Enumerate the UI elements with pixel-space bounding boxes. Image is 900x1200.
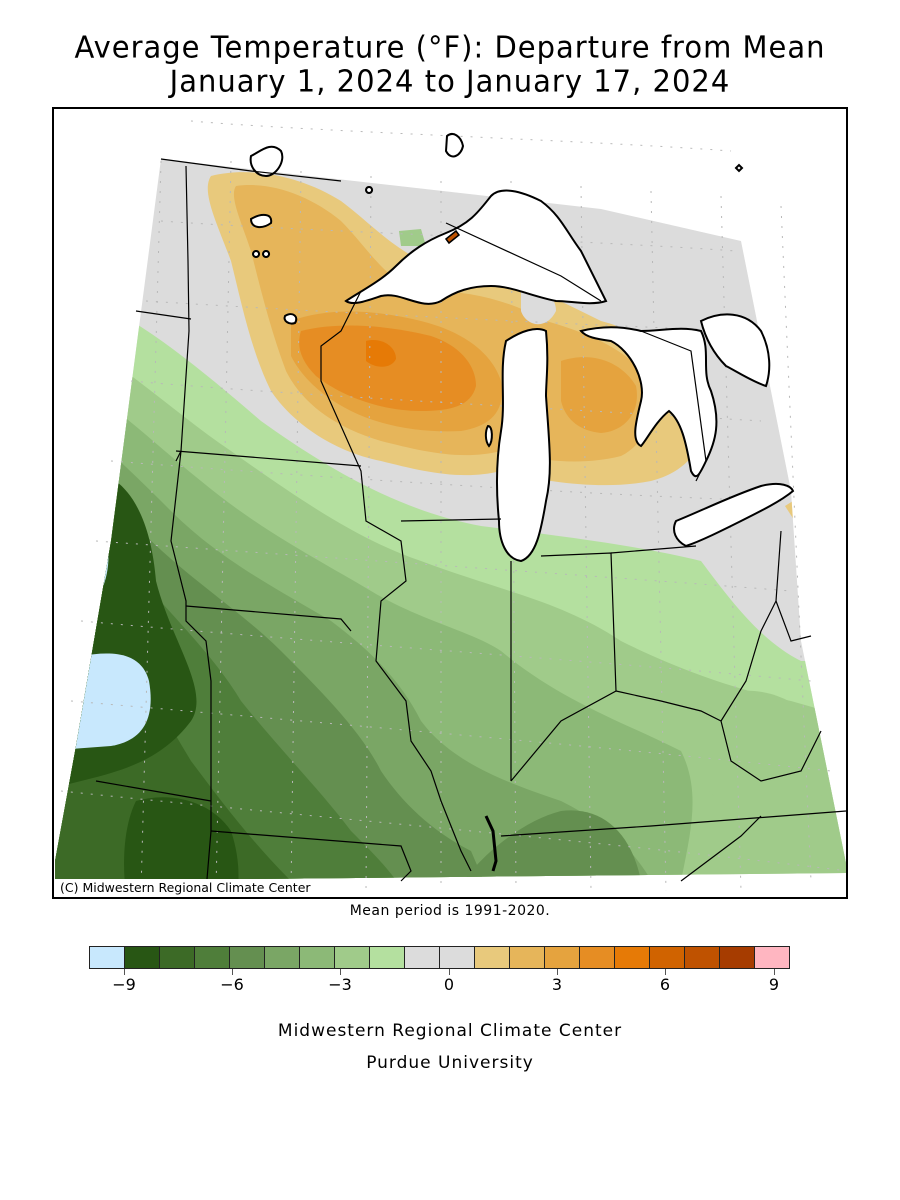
- colorbar-box: [334, 946, 370, 969]
- map-title: Average Temperature (°F): Departure from…: [74, 29, 826, 65]
- lake-superior: [344, 189, 608, 305]
- state-borders: [95, 158, 846, 892]
- copyright-label: (C) Midwestern Regional Climate Center: [54, 879, 315, 897]
- great-lakes: [249, 133, 795, 563]
- colorbar-box: [544, 946, 580, 969]
- colorbar-box: [369, 946, 405, 969]
- lake-michigan: [495, 328, 551, 563]
- colorbar-box: [649, 946, 685, 969]
- colorbar-tick-label: −3: [328, 975, 352, 994]
- colorbar-tick: [557, 969, 558, 975]
- colorbar-tick-label: 9: [768, 975, 780, 994]
- colorbar-tick-label: 0: [443, 975, 455, 994]
- colorbar-box: [89, 946, 125, 969]
- footer-university: Purdue University: [366, 1053, 534, 1073]
- lake-huron: [579, 326, 718, 478]
- colorbar-box: [439, 946, 475, 969]
- lake-erie: [673, 482, 795, 548]
- footer-organization: Midwestern Regional Climate Center: [277, 1021, 623, 1041]
- colorbar-box: [684, 946, 720, 969]
- colorbar-box: [299, 946, 335, 969]
- colorbar-box: [264, 946, 300, 969]
- colorbar-tick-label: 6: [659, 975, 671, 994]
- colorbar-box: [124, 946, 160, 969]
- colorbar-box: [614, 946, 650, 969]
- colorbar-tick-label: −9: [112, 975, 136, 994]
- mean-period-note: Mean period is 1991-2020.: [349, 903, 551, 919]
- colorbar-box: [754, 946, 790, 969]
- colorbar-legend: [89, 946, 790, 970]
- colorbar-box: [509, 946, 545, 969]
- colorbar-tick: [124, 969, 125, 975]
- colorbar-box: [159, 946, 195, 969]
- colorbar-tick: [449, 969, 450, 975]
- colorbar-tick-label: −6: [220, 975, 244, 994]
- colorbar-box: [474, 946, 510, 969]
- colorbar-tick-label: 3: [551, 975, 563, 994]
- colorbar-box: [194, 946, 230, 969]
- colorbar-tick: [774, 969, 775, 975]
- colorbar-box: [404, 946, 440, 969]
- colorbar-box: [229, 946, 265, 969]
- colorbar-tick: [340, 969, 341, 975]
- colorbar-tick: [232, 969, 233, 975]
- map-frame: (C) Midwestern Regional Climate Center: [52, 107, 848, 899]
- colorbar-box: [719, 946, 755, 969]
- temperature-departure-map: [55, 120, 846, 892]
- map-date-range: January 1, 2024 to January 17, 2024: [169, 63, 731, 99]
- colorbar-box: [579, 946, 615, 969]
- colorbar-tick: [665, 969, 666, 975]
